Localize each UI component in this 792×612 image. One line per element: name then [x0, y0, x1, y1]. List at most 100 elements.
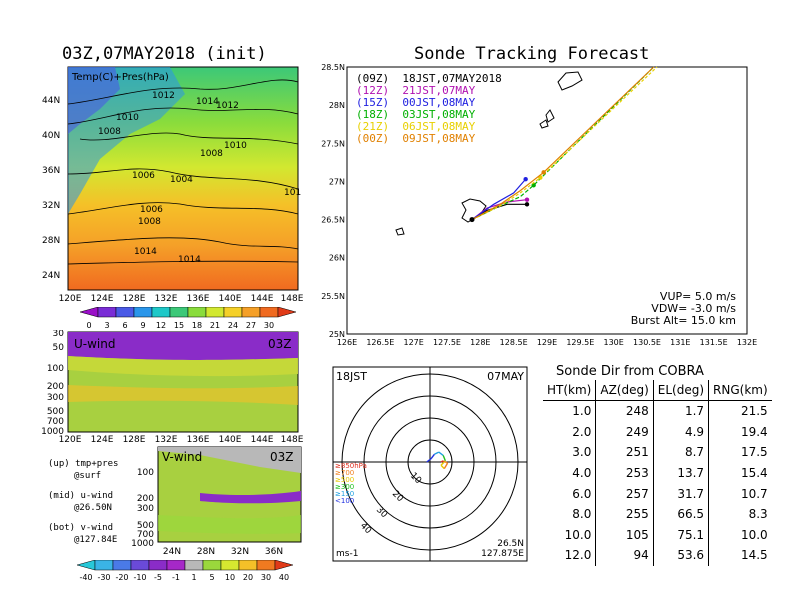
colorbar-swatch	[256, 560, 276, 571]
svg-text:1000: 1000	[41, 427, 64, 437]
colorbar-swatch	[205, 307, 225, 318]
track-x-tick: 132E	[737, 338, 757, 347]
table-cell: 1.0	[572, 404, 592, 419]
table-cell: 255	[595, 503, 654, 525]
hodograph-legend-entry: ≥850hPa	[335, 462, 367, 470]
svg-text:1: 1	[191, 573, 196, 582]
table-cell: 94	[595, 545, 654, 566]
svg-text:27: 27	[246, 321, 256, 329]
note-up-line1: (up) tmp+pres	[48, 459, 119, 469]
init-panel-title: 03Z,07MAY2018 (init)	[62, 44, 267, 64]
table-cell: 105	[595, 524, 654, 546]
svg-text:36N: 36N	[265, 547, 283, 557]
u-wind-label: U-wind	[74, 337, 115, 351]
note-up-line2: @surf	[74, 471, 102, 481]
temperature-colorbar: 0 3 6 9 12 15 18 21 24 27 30	[79, 307, 297, 329]
col-ht: HT(km)	[547, 383, 592, 397]
hodograph-legend-entry: <100	[335, 497, 354, 505]
table-cell: 10.0	[564, 527, 592, 542]
svg-text:136E: 136E	[187, 435, 210, 445]
svg-text:30: 30	[264, 321, 274, 329]
launch-point	[469, 217, 475, 223]
sonde-dir-table: HT(km) AZ(deg) EL(deg) RNG(km) 1.0 248 1.7…	[543, 380, 772, 566]
track-y-tick: 26.5N	[321, 216, 345, 225]
colorbar-swatch	[274, 560, 294, 571]
hodograph-legend-entry: ≥150	[335, 490, 354, 498]
svg-text:44N: 44N	[42, 96, 60, 106]
table-cell: 31.7	[652, 483, 709, 504]
svg-text:1010: 1010	[116, 113, 139, 123]
svg-text:24: 24	[228, 321, 238, 329]
svg-text:140E: 140E	[219, 294, 242, 304]
track-legend-entry: (18Z) 03JST,08MAY	[356, 108, 476, 121]
v-wind-northerly-region	[200, 491, 301, 504]
svg-text:5: 5	[209, 573, 214, 582]
table-cell: 6.0	[572, 486, 592, 501]
colorbar-swatch	[259, 307, 279, 318]
svg-text:9: 9	[140, 321, 145, 329]
hodograph-segment	[430, 453, 435, 460]
track-y-tick: 26N	[329, 254, 345, 263]
svg-text:10: 10	[225, 573, 235, 582]
isobar-labels: 1012 1014 1012 1010 1008 1010 1008 1006 …	[98, 91, 301, 265]
table-row: 1.0 248 1.7 21.5	[543, 400, 772, 422]
svg-text:21: 21	[210, 321, 220, 329]
u-wind-lon-ticks: 120E 124E 128E 132E 136E 140E 144E 148E	[59, 435, 304, 445]
hodograph-legend-entry: ≥300	[335, 483, 354, 491]
note-bot-line1: (bot) v-wind	[48, 523, 114, 533]
hodograph-segment	[440, 460, 444, 463]
svg-text:1008: 1008	[98, 127, 121, 137]
svg-text:30: 30	[261, 573, 271, 582]
hodograph-segment	[438, 451, 444, 456]
svg-text:-5: -5	[154, 573, 162, 582]
table-cell: 8.7	[652, 442, 709, 463]
svg-text:0: 0	[86, 321, 91, 329]
track-x-tick: 126.5E	[366, 338, 394, 347]
hodograph-unit: ms-1	[336, 549, 358, 559]
svg-text:VDW= -3.0 m/s: VDW= -3.0 m/s	[651, 302, 736, 315]
svg-text:28N: 28N	[42, 236, 60, 246]
table-cell: 251	[595, 442, 654, 463]
svg-text:28N: 28N	[197, 547, 215, 557]
svg-text:3: 3	[104, 321, 109, 329]
svg-text:100: 100	[47, 364, 64, 374]
svg-text:24N: 24N	[42, 271, 60, 281]
track-series-line	[471, 66, 658, 221]
hodograph-legend-entry: ≥700	[335, 469, 354, 477]
svg-text:50: 50	[53, 343, 65, 353]
table-cell: 14.5	[708, 545, 772, 566]
v-wind-time: 03Z	[270, 450, 294, 464]
table-cell: 17.5	[708, 442, 772, 463]
init-map-label: Temp(C)+Pres(hPa)	[71, 72, 169, 83]
colorbar-swatch	[220, 560, 240, 571]
svg-text:30: 30	[53, 330, 65, 339]
svg-text:1004: 1004	[170, 175, 193, 185]
svg-text:1010: 1010	[224, 141, 247, 151]
track-plot-frame	[346, 66, 748, 335]
svg-text:40: 40	[279, 573, 289, 582]
col-rng: RNG(km)	[708, 380, 772, 401]
track-x-tick: 128E	[470, 338, 490, 347]
v-wind-label: V-wind	[162, 450, 202, 464]
svg-text:144E: 144E	[251, 294, 274, 304]
svg-text:1014: 1014	[196, 97, 219, 107]
table-cell: 12.0	[564, 548, 592, 563]
track-y-tick: 28N	[329, 101, 345, 110]
svg-text:Burst Alt= 15.0 km: Burst Alt= 15.0 km	[631, 314, 736, 327]
v-wind-pressure-ticks: 100 200 300 500 700 1000	[131, 468, 154, 549]
colorbar-swatch	[169, 307, 189, 318]
track-x-tick: 128.5E	[500, 338, 528, 347]
svg-text:-10: -10	[133, 573, 146, 582]
svg-text:12: 12	[156, 321, 166, 329]
hodograph-segment	[440, 464, 445, 470]
track-burst-point	[523, 176, 528, 182]
colorbar-swatch	[166, 560, 186, 571]
table-cell: 10.0	[708, 524, 772, 546]
table-cell: 53.6	[652, 545, 709, 566]
u-wind-pressure-ticks: 30 50 100 200 300 500 700 1000	[41, 330, 64, 437]
col-az: AZ(deg)	[595, 380, 654, 401]
track-y-tick: 27N	[329, 177, 345, 186]
track-burst-point	[524, 197, 530, 202]
svg-text:144E: 144E	[251, 435, 274, 445]
track-legend-entry: (21Z) 06JST,08MAY	[356, 120, 476, 133]
